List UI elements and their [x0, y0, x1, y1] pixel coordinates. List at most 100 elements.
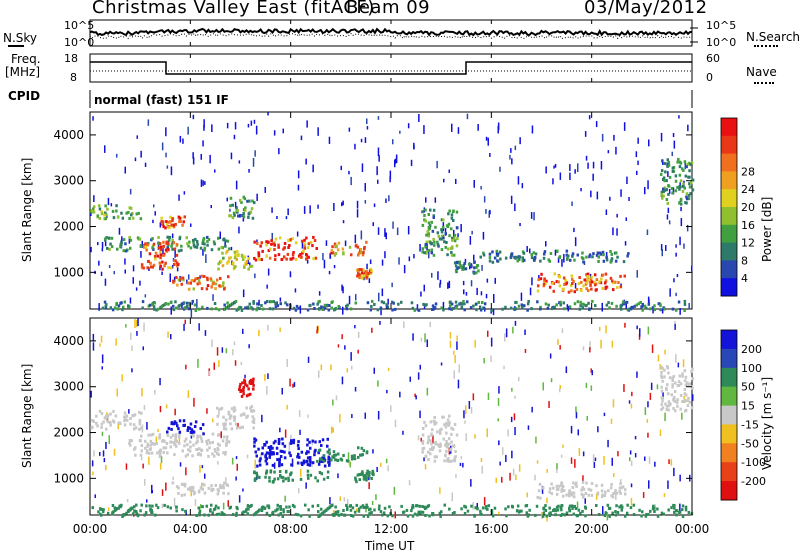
range-cell — [681, 374, 684, 378]
scatter-pixel — [377, 411, 380, 420]
range-cell — [224, 452, 227, 456]
colorbar-swatch — [721, 405, 737, 425]
range-cell — [535, 504, 539, 508]
scatter-pixel — [457, 379, 460, 389]
range-cell — [251, 379, 255, 383]
range-cell — [170, 223, 173, 227]
range-cell — [660, 172, 663, 176]
range-cell — [676, 398, 679, 402]
scatter-pixel — [387, 465, 389, 472]
range-cell — [289, 238, 292, 242]
range-cell — [450, 253, 454, 257]
range-cell — [128, 206, 131, 210]
range-cell — [307, 450, 310, 454]
range-cell — [226, 249, 229, 253]
scatter-pixel — [379, 321, 381, 325]
range-cell — [206, 306, 209, 310]
range-cell — [180, 302, 183, 306]
range-cell — [207, 237, 211, 241]
x-axis-label: Time UT — [365, 539, 415, 553]
scatter-pixel — [90, 390, 92, 398]
range-cell — [586, 275, 589, 278]
range-cell — [246, 504, 250, 508]
scatter-pixel — [130, 332, 132, 340]
scatter-pixel — [624, 322, 626, 328]
range-cell — [673, 395, 676, 399]
range-cell — [450, 251, 453, 254]
scatter-pixel — [449, 340, 452, 348]
range-cell — [256, 509, 260, 513]
range-cell — [366, 469, 369, 473]
range-cell — [643, 304, 647, 308]
scatter-pixel — [281, 387, 283, 395]
scatter-pixel — [471, 230, 473, 235]
scatter-pixel — [349, 461, 351, 468]
scatter-pixel — [249, 262, 251, 267]
range-cell — [203, 242, 206, 246]
range-cell — [321, 511, 324, 515]
range-cell — [201, 487, 204, 491]
range-cell — [138, 419, 142, 423]
scatter-pixel — [144, 162, 147, 168]
range-cell — [624, 492, 627, 496]
scatter-pixel — [152, 219, 154, 224]
range-cell — [652, 504, 655, 508]
range-cell — [570, 289, 573, 293]
range-cell — [167, 266, 170, 270]
range-cell — [431, 304, 435, 308]
range-cell — [595, 278, 599, 282]
scatter-pixel — [487, 392, 490, 401]
scatter-pixel — [107, 197, 110, 206]
range-cell — [313, 307, 316, 310]
nsky-tick-bottom: 10^0 — [64, 36, 95, 49]
scatter-pixel — [170, 306, 172, 315]
range-cell — [263, 443, 267, 447]
scatter-pixel — [306, 120, 308, 128]
scatter-pixel — [253, 119, 256, 124]
range-cell — [539, 496, 542, 500]
scatter-pixel — [667, 171, 669, 177]
scatter-pixel — [432, 435, 434, 444]
range-cell — [619, 482, 622, 486]
range-cell — [667, 408, 670, 412]
range-cell — [667, 404, 670, 408]
range-cell — [220, 511, 224, 515]
range-cell — [539, 277, 543, 281]
range-cell — [447, 247, 450, 251]
range-cell — [685, 165, 688, 169]
range-cell — [576, 300, 580, 304]
scatter-pixel — [546, 514, 548, 522]
range-cell — [511, 505, 514, 509]
range-cell — [249, 382, 252, 385]
range-cell — [164, 302, 167, 306]
range-cell — [423, 420, 426, 424]
range-cell — [455, 244, 459, 248]
range-cell — [679, 407, 682, 411]
range-cell — [203, 491, 207, 495]
scatter-pixel — [366, 126, 369, 130]
range-cell — [327, 460, 330, 464]
range-cell — [427, 249, 431, 252]
range-cell — [582, 284, 585, 288]
range-cell — [674, 189, 678, 193]
range-cell — [284, 470, 288, 474]
range-cell — [274, 254, 277, 258]
range-cell — [342, 509, 345, 512]
range-cell — [219, 483, 222, 487]
scatter-pixel — [603, 456, 605, 465]
scatter-pixel — [453, 350, 455, 355]
range-cell — [456, 237, 459, 241]
range-cell — [305, 236, 308, 240]
range-cell — [678, 374, 681, 378]
range-cell — [667, 371, 670, 375]
range-cell — [160, 216, 163, 220]
range-cell — [138, 422, 141, 426]
scatter-pixel — [453, 444, 456, 449]
scatter-pixel — [671, 151, 673, 157]
range-cell — [158, 433, 162, 437]
range-cell — [587, 301, 590, 305]
range-cell — [212, 281, 216, 285]
scatter-pixel — [357, 331, 360, 338]
range-cell — [106, 415, 109, 418]
range-cell — [246, 305, 249, 309]
